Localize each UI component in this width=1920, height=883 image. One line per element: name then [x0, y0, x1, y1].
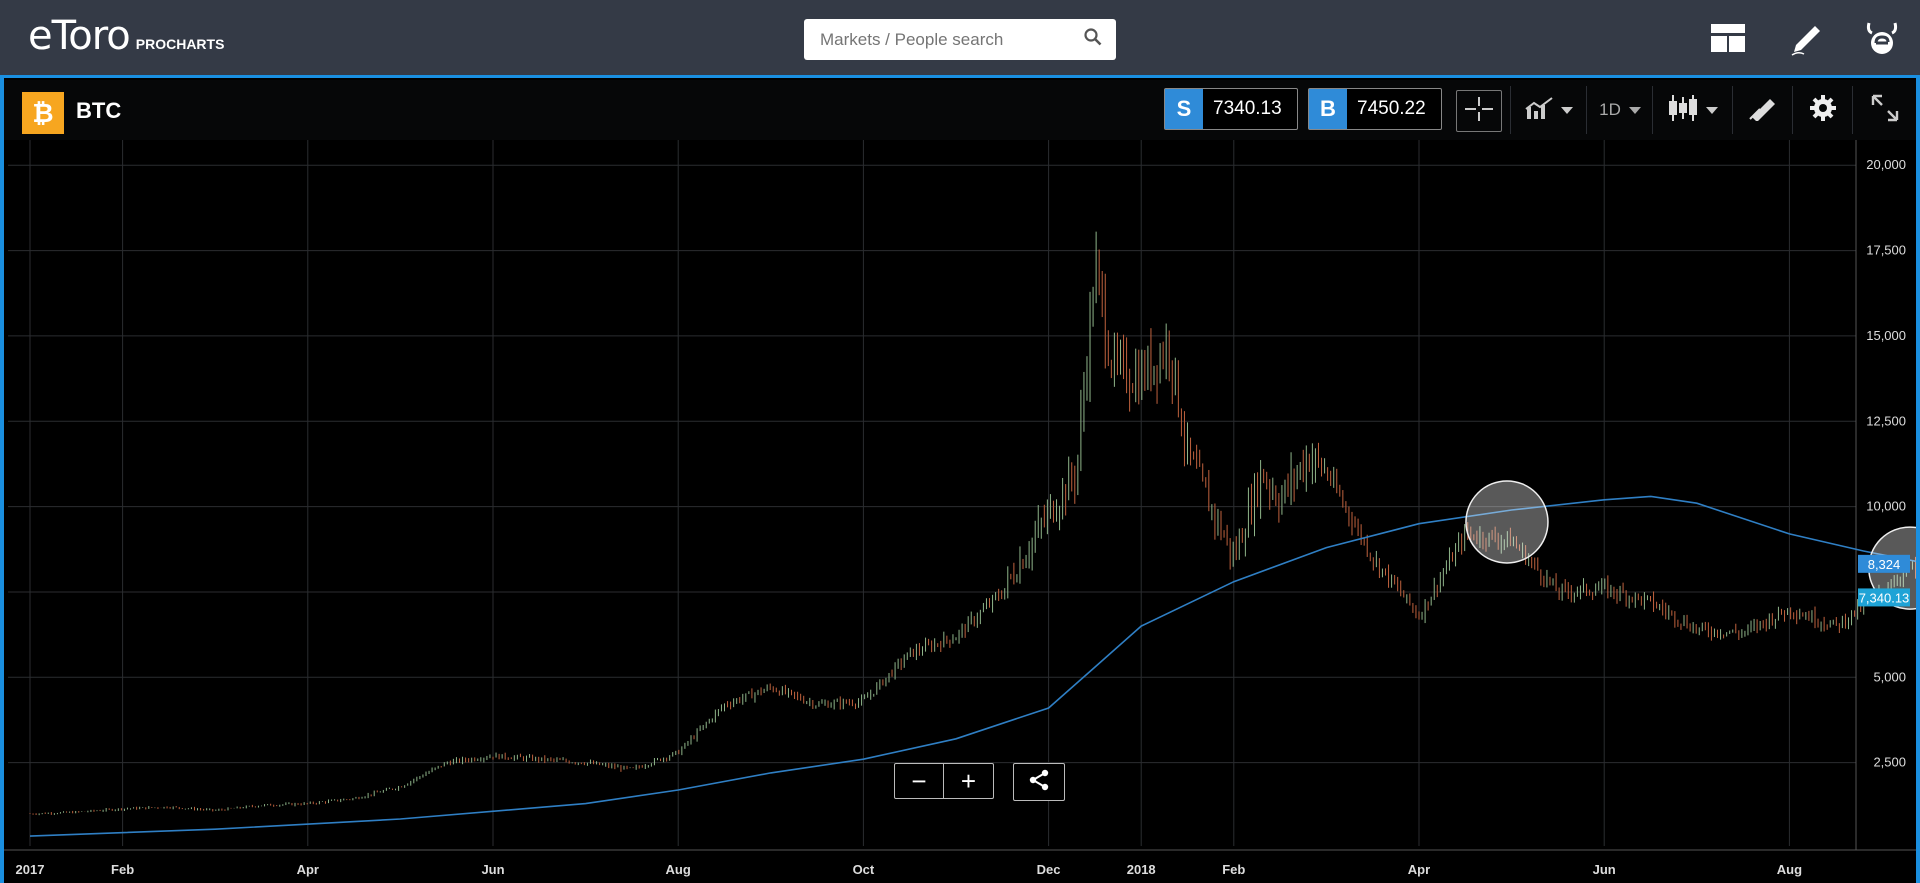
moving-average-line — [29, 495, 1916, 837]
buy-tag: B — [1309, 89, 1347, 129]
x-tick-label: Feb — [111, 862, 134, 877]
x-tick-label: Jun — [1593, 862, 1616, 877]
y-tick-label: 20,000 — [1866, 157, 1906, 172]
x-tick-label: Aug — [666, 862, 691, 877]
etoro-e-icon[interactable] — [1862, 18, 1902, 58]
chevron-down-icon — [1706, 106, 1718, 114]
chart-toolbar — [4, 80, 1916, 140]
price-axis-tag: 7,340.13 — [1859, 590, 1910, 605]
crosshair-button[interactable] — [1456, 90, 1502, 132]
x-tick-label: Jun — [481, 862, 504, 877]
buy-price: 7450.22 — [1357, 98, 1426, 119]
fullscreen-icon — [1871, 94, 1899, 127]
highlight-circle — [1465, 480, 1549, 564]
sell-button[interactable]: S 7340.13 — [1164, 88, 1298, 130]
pencil-icon[interactable] — [1786, 18, 1826, 58]
indicators-button[interactable] — [1510, 86, 1587, 134]
buy-button[interactable]: B 7450.22 — [1308, 88, 1442, 130]
zoom-controls: − + — [894, 763, 994, 801]
etoro-logo[interactable]: eToro PROCHARTS — [28, 14, 224, 58]
chart-type-button[interactable] — [1652, 86, 1733, 134]
share-icon — [1028, 769, 1050, 796]
instrument-symbol: BTC — [76, 98, 122, 123]
x-tick-label: Apr — [297, 862, 319, 877]
timeframe-label: 1D — [1599, 100, 1621, 119]
x-tick-label: Oct — [853, 862, 875, 877]
search-icon[interactable] — [1084, 28, 1102, 51]
y-tick-label: 10,000 — [1866, 499, 1906, 514]
x-tick-label: 2018 — [1127, 862, 1156, 877]
x-tick-label: Feb — [1222, 862, 1245, 877]
search-box[interactable] — [804, 19, 1116, 60]
y-tick-label: 2,500 — [1873, 755, 1906, 770]
price-axis-tag-bg — [1858, 588, 1910, 607]
zoom-out-button[interactable]: − — [894, 763, 944, 799]
chevron-down-icon — [1561, 106, 1573, 114]
share-button[interactable] — [1013, 763, 1065, 801]
x-tick-label: Aug — [1777, 862, 1802, 877]
sell-tag: S — [1165, 89, 1203, 129]
chevron-down-icon — [1628, 106, 1641, 114]
price-axis-tag-bg — [1858, 554, 1910, 573]
zoom-in-button[interactable]: + — [944, 763, 994, 799]
logo-text: eToro — [28, 13, 131, 59]
crosshair-icon — [1465, 96, 1493, 126]
drawing-icon — [1748, 95, 1778, 126]
logo-sub: PROCHARTS — [135, 36, 225, 52]
gear-icon — [1809, 94, 1837, 127]
candlestick-icon — [1668, 93, 1698, 128]
settings-button[interactable] — [1792, 86, 1853, 134]
bitcoin-icon: ₿ — [22, 92, 64, 134]
y-tick-label: 12,500 — [1866, 413, 1906, 428]
fullscreen-button[interactable] — [1852, 86, 1917, 134]
x-tick-label: 2017 — [16, 862, 45, 877]
drawing-tools-button[interactable] — [1732, 86, 1793, 134]
price-chart[interactable]: 2017 Feb Apr Jun Aug Oct Dec 2018 Feb Apr Jun Aug 2,… — [4, 140, 1916, 883]
timeframe-select[interactable]: 1D — [1586, 86, 1653, 134]
layout-icon[interactable] — [1708, 18, 1748, 58]
y-tick-label: 15,000 — [1866, 328, 1906, 343]
search-input[interactable] — [818, 28, 1084, 51]
y-tick-label: 17,500 — [1866, 243, 1906, 258]
price-axis-tag: 8,324 — [1868, 557, 1901, 572]
sell-price: 7340.13 — [1213, 98, 1282, 119]
chart-frame — [0, 78, 1920, 883]
x-tick-label: Apr — [1408, 862, 1430, 877]
x-tick-label: Dec — [1037, 862, 1061, 877]
y-tick-label: 5,000 — [1873, 669, 1906, 684]
indicators-icon — [1525, 96, 1553, 124]
